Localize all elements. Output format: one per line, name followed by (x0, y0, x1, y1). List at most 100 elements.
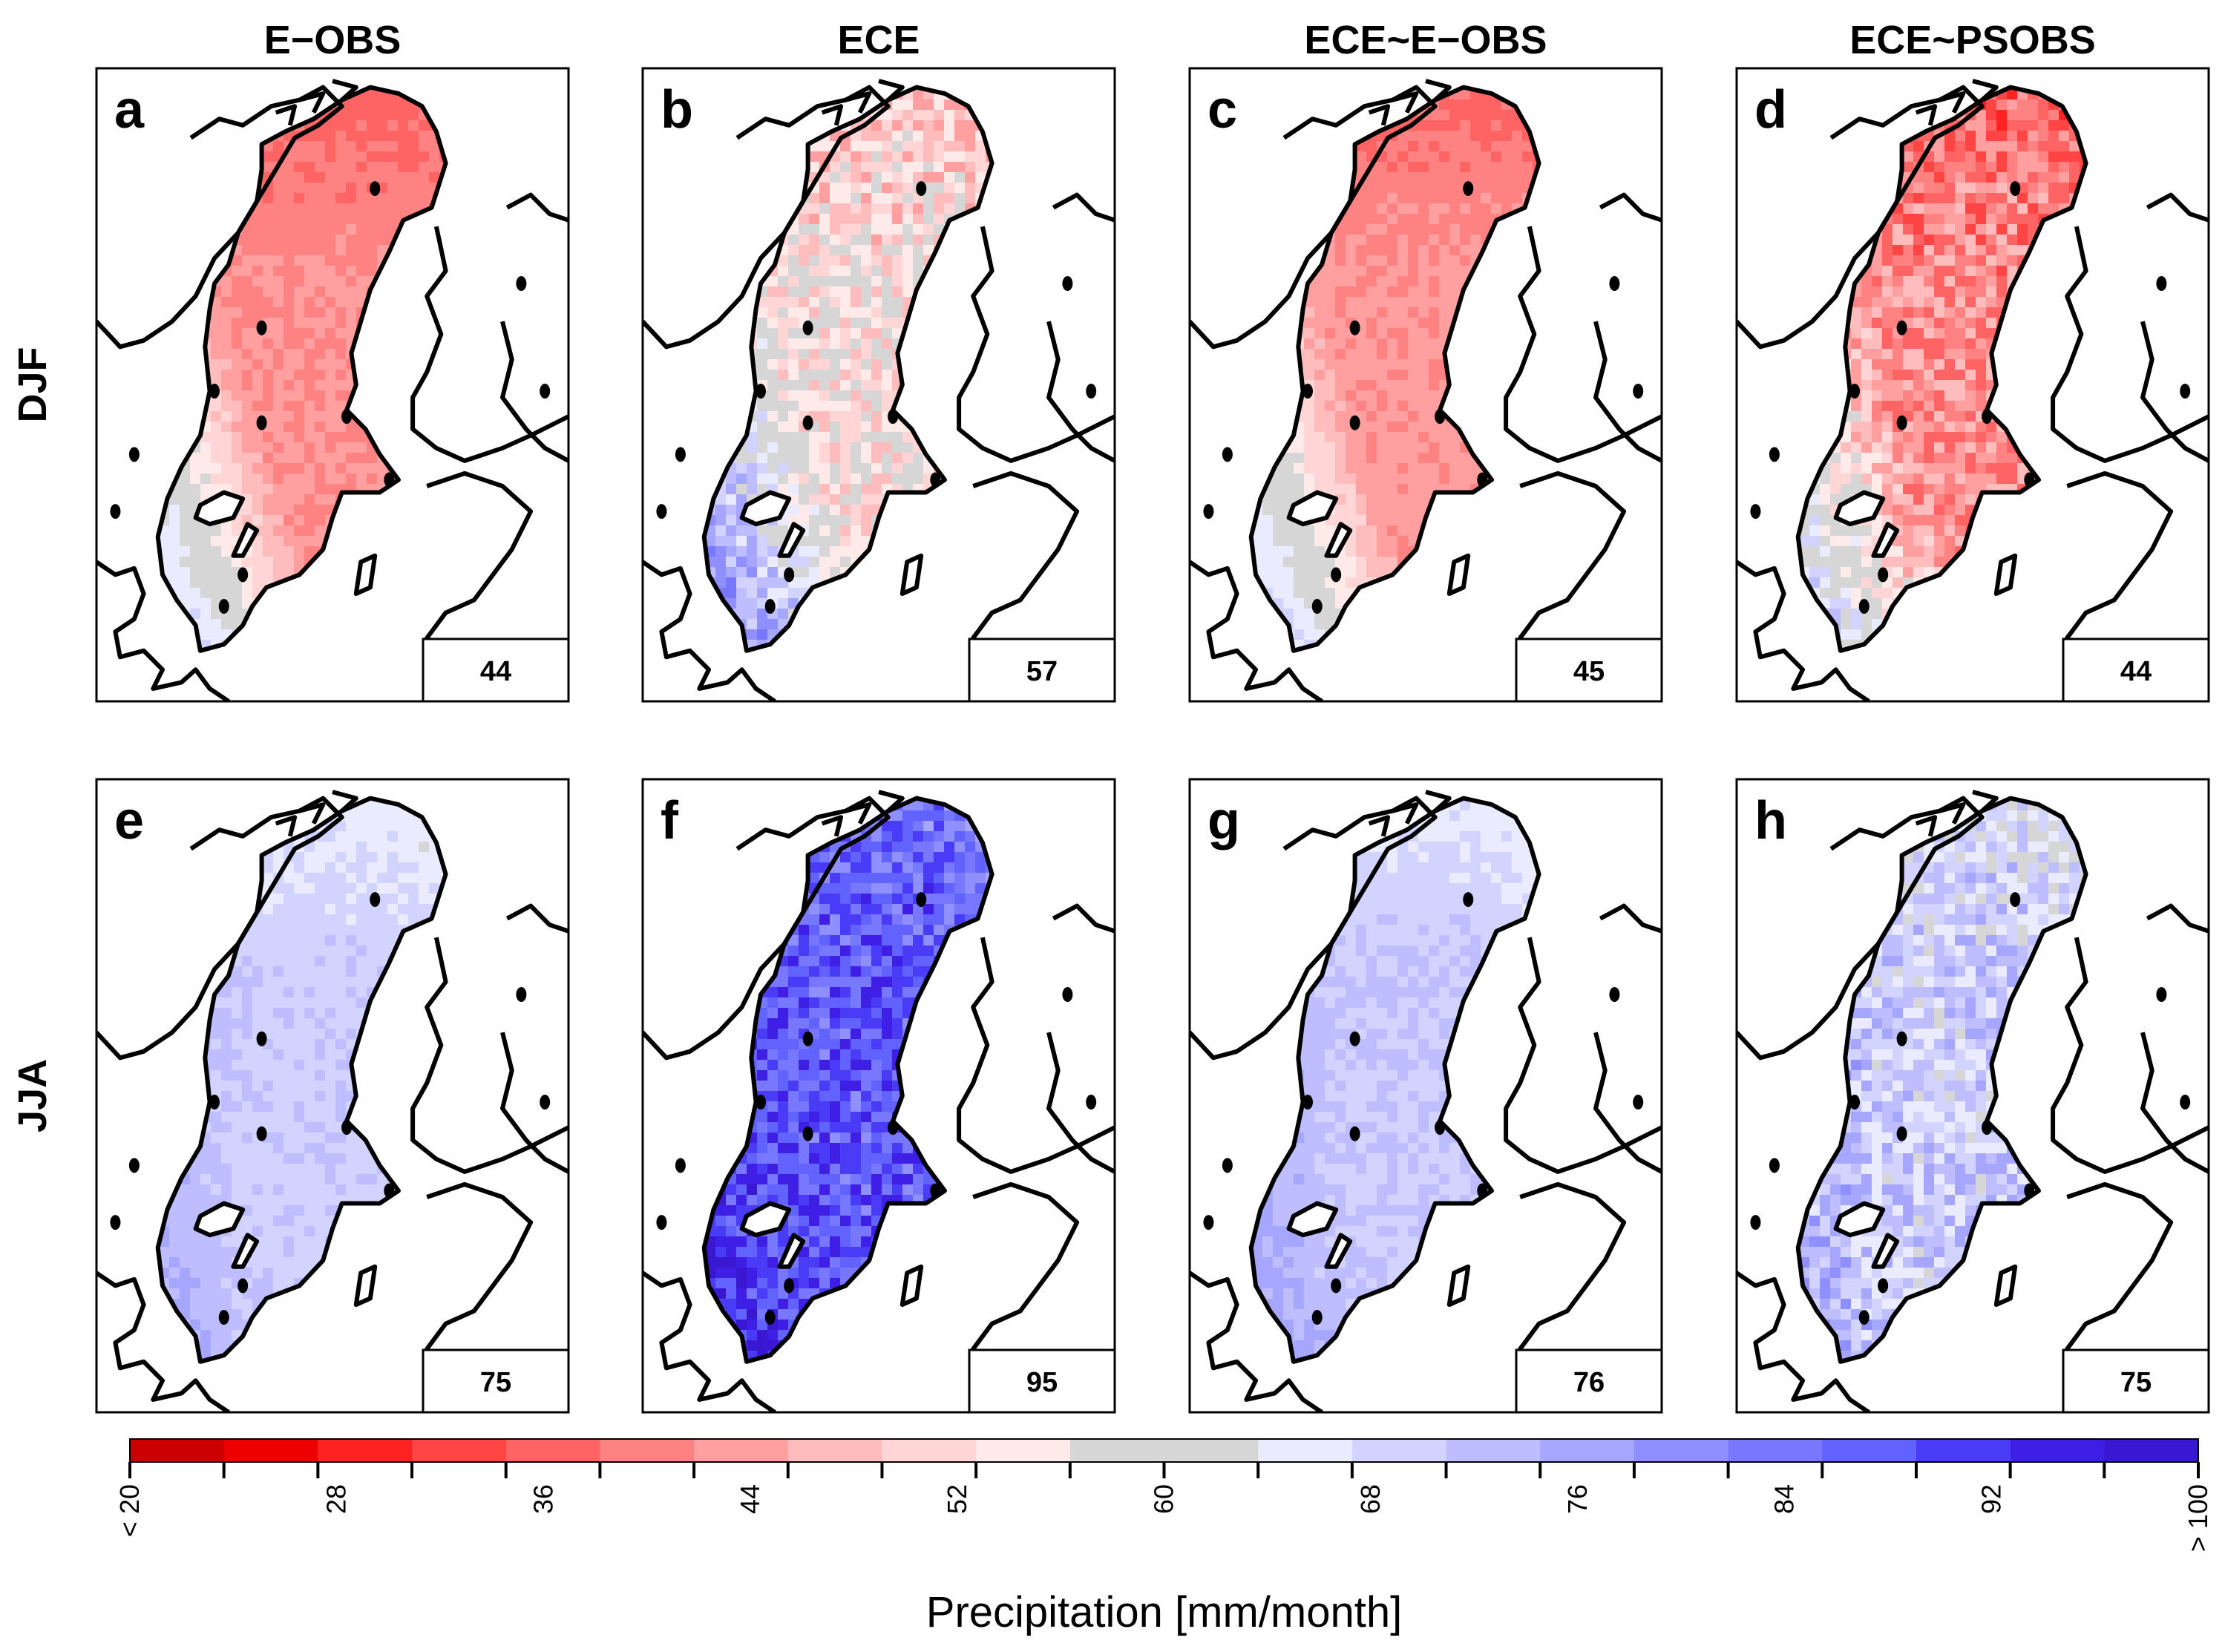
grid-cell (1439, 307, 1450, 318)
grid-cell (1387, 203, 1398, 214)
grid-cell (882, 255, 893, 266)
grid-cell (1418, 494, 1429, 505)
grid-cell (1366, 235, 1377, 246)
grid-cell (902, 473, 914, 485)
grid-cell (190, 473, 201, 485)
norway-coastline (96, 85, 344, 350)
grid-cell (861, 245, 872, 256)
grid-cell (1356, 463, 1367, 474)
grid-cell (325, 203, 336, 214)
grid-cell (263, 546, 274, 557)
grid-cell (263, 432, 274, 443)
grid-cell (1294, 484, 1305, 495)
grid-cell (1335, 307, 1346, 318)
grid-cell (1387, 411, 1398, 422)
grid-cell (1429, 286, 1440, 298)
grid-cell (1439, 235, 1450, 246)
grid-cell (1501, 131, 1513, 142)
grid-cell (902, 255, 914, 266)
finland-border (505, 192, 568, 223)
grid-cell (1325, 422, 1336, 433)
grid-cell (747, 609, 758, 620)
grid-cell (1429, 401, 1440, 412)
grid-cell (408, 151, 419, 163)
grid-cell (211, 442, 222, 453)
grid-cell (757, 370, 768, 381)
grid-cell (840, 307, 851, 318)
grid-cell (1387, 235, 1398, 246)
grid-cell (882, 141, 893, 152)
grid-cell (263, 370, 274, 381)
grid-cell (871, 380, 882, 391)
grid-cell (799, 349, 810, 360)
grid-cell (1304, 484, 1315, 495)
grid-cell (726, 546, 737, 557)
grid-cell (1512, 120, 1523, 131)
grid-cell (788, 349, 799, 360)
grid-cell (934, 110, 945, 121)
grid-cell (747, 442, 758, 453)
grid-cell (1512, 131, 1523, 142)
grid-cell (913, 245, 924, 256)
grid-cell (934, 151, 945, 163)
grid-cell (356, 266, 367, 277)
grid-cell (1460, 141, 1471, 152)
grid-cell (284, 390, 295, 401)
grid-cell (913, 473, 924, 485)
grid-cell (757, 577, 768, 589)
grid-cell (232, 484, 243, 495)
grid-cell (1418, 131, 1429, 142)
grid-cell (387, 151, 399, 163)
grid-cell (851, 297, 862, 308)
grid-cell (1429, 422, 1440, 433)
grid-cell (200, 609, 212, 620)
grid-cell (882, 131, 893, 142)
grid-cell (232, 359, 243, 370)
grid-cell (273, 297, 284, 308)
grid-cell (965, 193, 976, 204)
grid-cell (830, 484, 841, 495)
grid-cell (736, 609, 747, 620)
grid-cell (747, 463, 758, 474)
grid-cell (252, 307, 263, 318)
grid-cell (346, 131, 357, 142)
grid-cell (819, 463, 830, 474)
grid-cell (284, 276, 295, 287)
grid-cell (778, 463, 789, 474)
grid-cell (819, 390, 830, 401)
grid-cell (1449, 463, 1461, 474)
grid-cell (809, 453, 820, 464)
grid-cell (169, 577, 180, 589)
grid-cell (1304, 411, 1315, 422)
grid-cell (726, 557, 737, 568)
grid-cell (335, 286, 347, 298)
grid-cell (315, 411, 326, 422)
grid-cell (1346, 286, 1357, 298)
grid-cell (263, 473, 274, 485)
grid-cell (1418, 183, 1429, 194)
grid-cell (788, 453, 799, 464)
grid-cell (284, 380, 295, 391)
grid-cell (1439, 442, 1450, 453)
grid-cell (304, 484, 315, 495)
grid-cell (284, 525, 295, 537)
grid-cell (346, 235, 357, 246)
grid-cell (1449, 276, 1461, 287)
grid-cell (747, 473, 758, 485)
grid-cell (1356, 473, 1367, 485)
grid-cell (819, 297, 830, 308)
grid-cell (367, 473, 378, 485)
grid-cell (913, 453, 924, 464)
grid-cell (830, 401, 841, 412)
grid-cell (944, 151, 955, 163)
grid-cell (830, 255, 841, 266)
grid-cell (221, 276, 232, 287)
grid-cell (1481, 110, 1492, 121)
lake-dot (110, 504, 121, 519)
grid-cell (1408, 463, 1419, 474)
grid-cell (1470, 224, 1481, 235)
grid-cell (1387, 380, 1398, 391)
grid-cell (200, 598, 212, 609)
denmark-coastline (96, 560, 230, 701)
grid-cell (325, 422, 336, 433)
